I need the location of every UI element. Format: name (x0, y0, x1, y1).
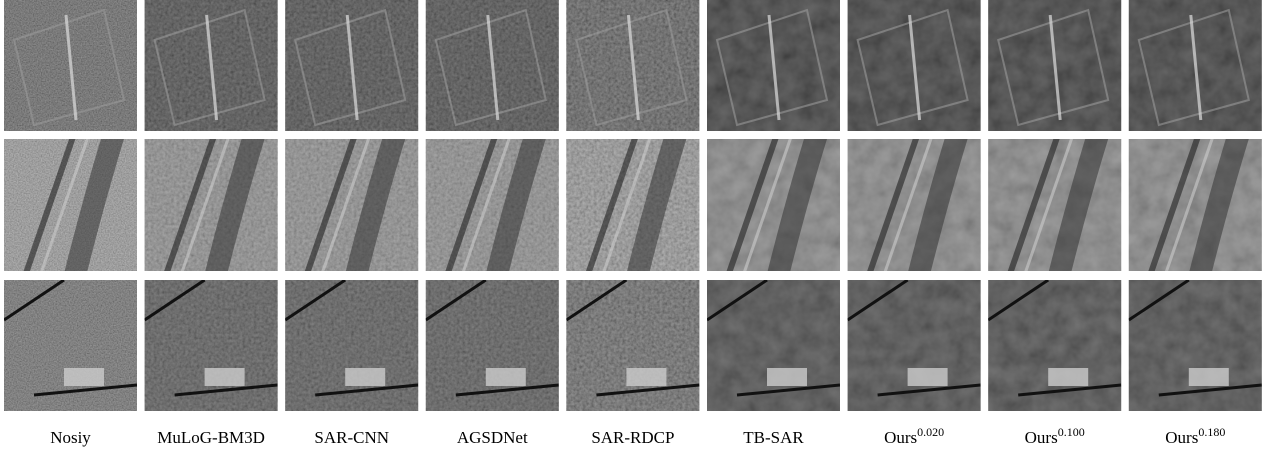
image (4, 0, 137, 131)
bright-block (1048, 368, 1088, 386)
bright-block (626, 368, 666, 386)
label-text: MuLoG-BM3D (157, 428, 265, 447)
image (285, 0, 418, 131)
bright-block (64, 368, 104, 386)
column-label: Nosiy (50, 428, 91, 447)
column-label: Ours0.020 (884, 425, 944, 447)
image (145, 134, 278, 279)
image (707, 0, 840, 131)
image-grid (4, 0, 1262, 411)
label-superscript: 0.020 (917, 425, 944, 439)
column-label: SAR-RDCP (591, 428, 674, 447)
label-text: TB-SAR (743, 428, 804, 447)
column-label: TB-SAR (743, 428, 804, 447)
image (988, 280, 1121, 411)
image (566, 280, 699, 411)
image (1129, 134, 1262, 279)
image (988, 0, 1121, 131)
label-text: Ours (1025, 428, 1058, 447)
image (566, 134, 699, 279)
label-text: AGSDNet (457, 428, 528, 447)
label-text: SAR-RDCP (591, 428, 674, 447)
image (848, 0, 981, 131)
label-text: SAR-CNN (314, 428, 389, 447)
bright-block (908, 368, 948, 386)
column-label: Ours0.100 (1025, 425, 1085, 447)
column-label: Ours0.180 (1165, 425, 1225, 447)
column-label: MuLoG-BM3D (157, 428, 265, 447)
figure: Nosiy MuLoG-BM3D SAR-CNN AGSDNet SAR-RDCP TB-… (0, 0, 1265, 453)
column-labels: Nosiy MuLoG-BM3D SAR-CNN AGSDNet SAR-RDCP TB-… (50, 425, 1225, 447)
image (707, 134, 840, 279)
bright-block (486, 368, 526, 386)
column-label: SAR-CNN (314, 428, 389, 447)
label-superscript: 0.100 (1058, 425, 1085, 439)
bright-block (767, 368, 807, 386)
bright-block (345, 368, 385, 386)
label-text: Ours (884, 428, 917, 447)
image (145, 0, 278, 131)
bright-block (1189, 368, 1229, 386)
label-text: Nosiy (50, 428, 91, 447)
image (145, 280, 278, 411)
image (1129, 0, 1262, 131)
image (426, 280, 559, 411)
label-superscript: 0.180 (1198, 425, 1225, 439)
image (285, 134, 418, 279)
image (848, 280, 981, 411)
image (4, 280, 137, 411)
column-label: AGSDNet (457, 428, 528, 447)
image (285, 280, 418, 411)
label-text: Ours (1165, 428, 1198, 447)
image (426, 0, 559, 131)
image (1129, 280, 1262, 411)
image (848, 134, 981, 279)
image (4, 134, 137, 279)
bright-block (205, 368, 245, 386)
image (426, 134, 559, 279)
image (566, 0, 699, 131)
image (988, 134, 1121, 279)
image (707, 280, 840, 411)
